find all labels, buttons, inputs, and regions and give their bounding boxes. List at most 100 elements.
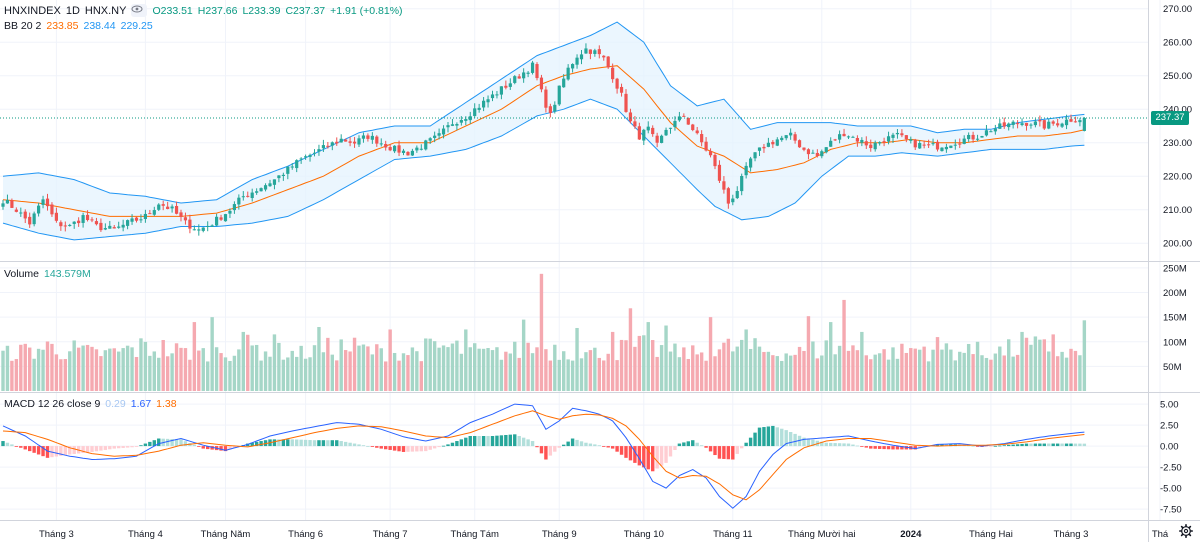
candle-up — [1047, 121, 1051, 129]
macd-hist-bar — [860, 446, 864, 447]
macd-hist-bar — [628, 446, 633, 461]
volume-bar — [348, 351, 352, 391]
macd-hist-bar — [183, 441, 188, 447]
volume-bar — [557, 359, 561, 391]
volume-bar — [415, 351, 419, 391]
candle-up — [468, 116, 472, 121]
macd-legend[interactable]: MACD 12 26 close 9 0.29 1.67 1.38 — [4, 398, 177, 410]
candle-down — [183, 217, 188, 221]
symbol-name[interactable]: HNXINDEX — [4, 4, 61, 17]
volume-bar — [931, 349, 935, 391]
macd-hist-bar — [99, 446, 103, 451]
volume-bar — [1024, 337, 1029, 391]
candle-down — [833, 139, 837, 141]
volume-bar — [1073, 350, 1078, 391]
volume-bar — [277, 342, 281, 391]
macd-hist-bar — [223, 446, 228, 452]
candle-up — [744, 165, 748, 176]
candle-down — [771, 141, 775, 145]
volume-bar — [904, 352, 909, 391]
macd-hist-bar — [1002, 445, 1006, 447]
candle-down — [762, 146, 766, 149]
candle-down — [45, 198, 50, 207]
macd-hist-bar — [295, 439, 299, 447]
candle-up — [223, 214, 228, 222]
macd-hist-bar — [553, 446, 557, 452]
volume-bar — [949, 349, 953, 391]
volume-bar — [659, 345, 664, 391]
macd-hist-bar — [54, 446, 59, 457]
volume-bar — [1033, 336, 1038, 391]
macd-hist-bar — [330, 440, 334, 447]
volume-bar — [980, 355, 984, 391]
candle-down — [335, 141, 339, 144]
volume-bar — [312, 345, 317, 391]
macd-hist-bar — [415, 446, 419, 452]
macd-hist-bar — [312, 440, 317, 447]
candle-up — [312, 152, 317, 154]
bb-lower-value: 229.25 — [120, 20, 153, 32]
macd-hist-bar — [1055, 443, 1060, 447]
macd-hist-bar — [446, 444, 450, 447]
bb-legend[interactable]: BB 20 2 233.85 238.44 229.25 — [4, 20, 153, 32]
macd-hist-bar — [254, 441, 259, 447]
volume-bar — [895, 358, 900, 391]
candle-up — [299, 158, 303, 160]
macd-hist-bar — [842, 443, 846, 447]
volume-bar — [900, 343, 904, 391]
volume-bar — [103, 350, 108, 391]
volume-bar — [833, 354, 837, 391]
candle-down — [326, 145, 330, 147]
macd-hist-bar — [1078, 443, 1082, 447]
volume-bar — [815, 358, 820, 391]
volume-bar — [695, 354, 699, 391]
candle-up — [295, 160, 299, 169]
candle-up — [428, 138, 432, 141]
candle-down — [548, 106, 552, 113]
candle-down — [793, 134, 797, 141]
volume-bar — [388, 329, 392, 391]
volume-bar — [432, 341, 437, 391]
volume-bar — [530, 353, 535, 391]
candle-down — [366, 135, 370, 139]
candle-down — [179, 212, 183, 217]
candle-down — [708, 151, 713, 156]
volume-bar — [406, 355, 410, 391]
candle-down — [1042, 120, 1046, 129]
candle-down — [63, 225, 67, 227]
candle-down — [855, 137, 859, 142]
eye-icon[interactable] — [131, 4, 148, 17]
candle-up — [68, 224, 72, 226]
volume-bar — [99, 356, 103, 391]
volume-bar — [940, 349, 944, 391]
candle-up — [117, 226, 121, 228]
macd-hist-bar — [882, 446, 886, 450]
macd-hist-bar — [392, 446, 397, 451]
volume-bar — [579, 358, 584, 391]
volume-legend[interactable]: Volume 143.579M — [4, 268, 91, 280]
candle-up — [949, 145, 953, 148]
macd-hist-bar — [686, 441, 690, 447]
macd-hist-bar — [455, 441, 459, 447]
macd-hist-bar — [384, 446, 388, 450]
volume-bar — [366, 346, 370, 391]
macd-hist-bar — [1015, 444, 1020, 447]
macd-hist-bar — [521, 437, 526, 447]
candle-up — [108, 225, 112, 229]
volume-bar — [873, 354, 877, 391]
candle-up — [424, 140, 428, 150]
macd-hist-bar — [610, 446, 615, 449]
volume-bar — [450, 343, 455, 391]
candle-down — [597, 49, 601, 55]
candle-down — [174, 205, 179, 214]
macd-hist-bar — [19, 446, 23, 448]
candle-up — [668, 127, 673, 129]
gear-icon[interactable] — [1179, 524, 1193, 538]
candle-down — [624, 93, 628, 112]
interval-label[interactable]: 1D — [65, 4, 80, 17]
macd-hist-bar — [771, 425, 775, 447]
macd-signal-value: 1.38 — [156, 398, 177, 410]
macd-hist-bar — [753, 432, 757, 447]
macd-hist-bar — [775, 427, 779, 447]
